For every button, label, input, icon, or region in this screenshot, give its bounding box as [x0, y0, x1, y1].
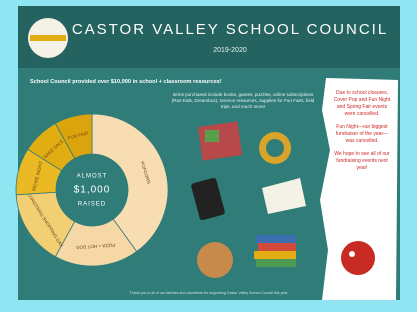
game-center [266, 139, 284, 157]
footer: Thank you to all of our families and vol… [130, 291, 289, 295]
puzzle-piece [205, 130, 219, 142]
books-icon [258, 243, 296, 251]
sidebar-paragraph: Fun Night—our biggest fundraiser of the … [332, 124, 392, 145]
subtitle: 2019-2020 [213, 47, 247, 54]
center-text: $1,000 [74, 185, 111, 196]
sidebar-paragraph: Due to school closures, Cover Pop and Fu… [332, 90, 392, 118]
page: CASTOR VALLEY SCHOOL COUNCIL 2019-2020 S… [0, 0, 417, 312]
virus-spot [349, 251, 355, 257]
center-text: ALMOST [77, 174, 108, 180]
sidebar-paragraph: We hope to see all of our fundraising ev… [332, 151, 392, 172]
description: Items purchased include books, games, pu… [168, 92, 318, 110]
books-icon [254, 251, 296, 259]
title: CASTOR VALLEY SCHOOL COUNCIL [72, 21, 388, 38]
sidebar: Due to school closures, Cover Pop and Fu… [332, 90, 392, 178]
puzzle-icon [198, 121, 242, 160]
center-text: RAISED [78, 202, 106, 208]
books-icon [256, 235, 296, 243]
books-icon [256, 259, 296, 267]
virus-icon [341, 241, 375, 275]
palette-icon [197, 242, 233, 278]
logo-band [30, 35, 66, 41]
headline: School Council provided over $10,000 in … [30, 79, 222, 85]
